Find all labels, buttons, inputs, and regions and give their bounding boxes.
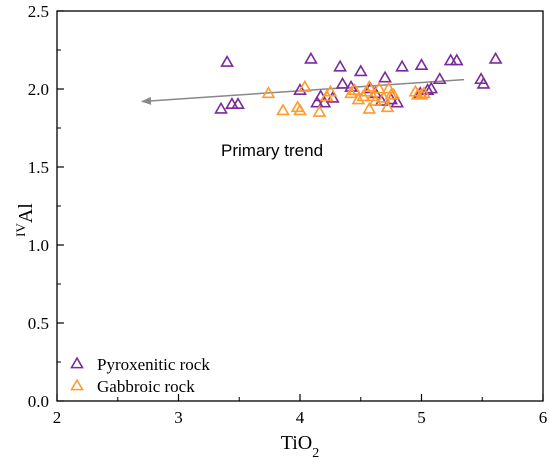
gabbroic-point (372, 81, 386, 94)
gabbroic-point (380, 100, 395, 113)
gabbroic-point (386, 87, 401, 100)
gabbroic-point (323, 84, 338, 97)
gabbroic-point (362, 79, 377, 92)
gabbroic-point (368, 93, 383, 106)
gabbroic-point (276, 103, 290, 116)
gabbroic-point (414, 87, 429, 100)
x-tick-label: 6 (539, 408, 548, 427)
gabbroic-point (261, 86, 276, 99)
x-tick-label: 2 (53, 408, 62, 427)
y-tick-label: 2.5 (28, 2, 49, 21)
trend-annotation: Primary trend (221, 141, 323, 160)
plot-frame (56, 10, 544, 402)
pyroxenitic-point (293, 83, 307, 95)
pyroxenitic-point (424, 81, 439, 94)
gabbroic-point (297, 79, 312, 92)
pyroxenitic-point (378, 70, 392, 83)
pyroxenitic-point (449, 53, 464, 66)
pyroxenitic-point (214, 101, 228, 114)
x-axis-title: TiO2 (281, 432, 320, 461)
pyroxenitic-point (304, 51, 318, 64)
gabbroic-point (362, 101, 377, 114)
y-tick-label: 0.5 (28, 314, 49, 333)
pyroxenitic-point (395, 59, 409, 72)
pyroxenitic-point (488, 51, 503, 64)
pyroxenitic-point (390, 95, 405, 108)
legend: Pyroxenitic rock Gabbroic rock (70, 355, 210, 396)
gabbroic-point (293, 103, 307, 116)
y-tick-label: 0.0 (28, 392, 49, 411)
data-points (214, 51, 503, 117)
pyroxenitic-point (432, 72, 447, 85)
y-axis-title: IVAl (13, 203, 38, 237)
pyroxenitic-point (476, 76, 491, 89)
legend-label: Pyroxenitic rock (97, 355, 210, 374)
gabbroic-point (344, 86, 358, 99)
pyroxenitic-point (335, 76, 350, 89)
axes: 2 3 4 5 6 0.0 0.5 1.0 1.5 2.0 2.5 (28, 2, 548, 427)
gabbroic-point (351, 92, 366, 105)
legend-label: Gabbroic rock (97, 377, 195, 396)
gabbroic-point (417, 86, 431, 99)
x-tick-label: 4 (296, 408, 305, 427)
legend-marker (70, 378, 84, 391)
y-tick-label: 1.0 (28, 236, 49, 255)
pyroxenitic-point (220, 54, 234, 67)
pyroxenitic-point (310, 95, 324, 108)
pyroxenitic-point (333, 59, 347, 72)
legend-marker (70, 356, 84, 369)
pyroxenitic-point (231, 97, 245, 110)
pyroxenitic-point (414, 58, 429, 71)
y-tick-label: 2.0 (28, 80, 49, 99)
x-tick-label: 3 (174, 408, 183, 427)
pyroxenitic-point (353, 64, 368, 77)
x-tick-label: 5 (417, 408, 426, 427)
gabbroic-point (312, 104, 327, 117)
gabbroic-point (347, 83, 362, 95)
y-tick-label: 1.5 (28, 158, 49, 177)
